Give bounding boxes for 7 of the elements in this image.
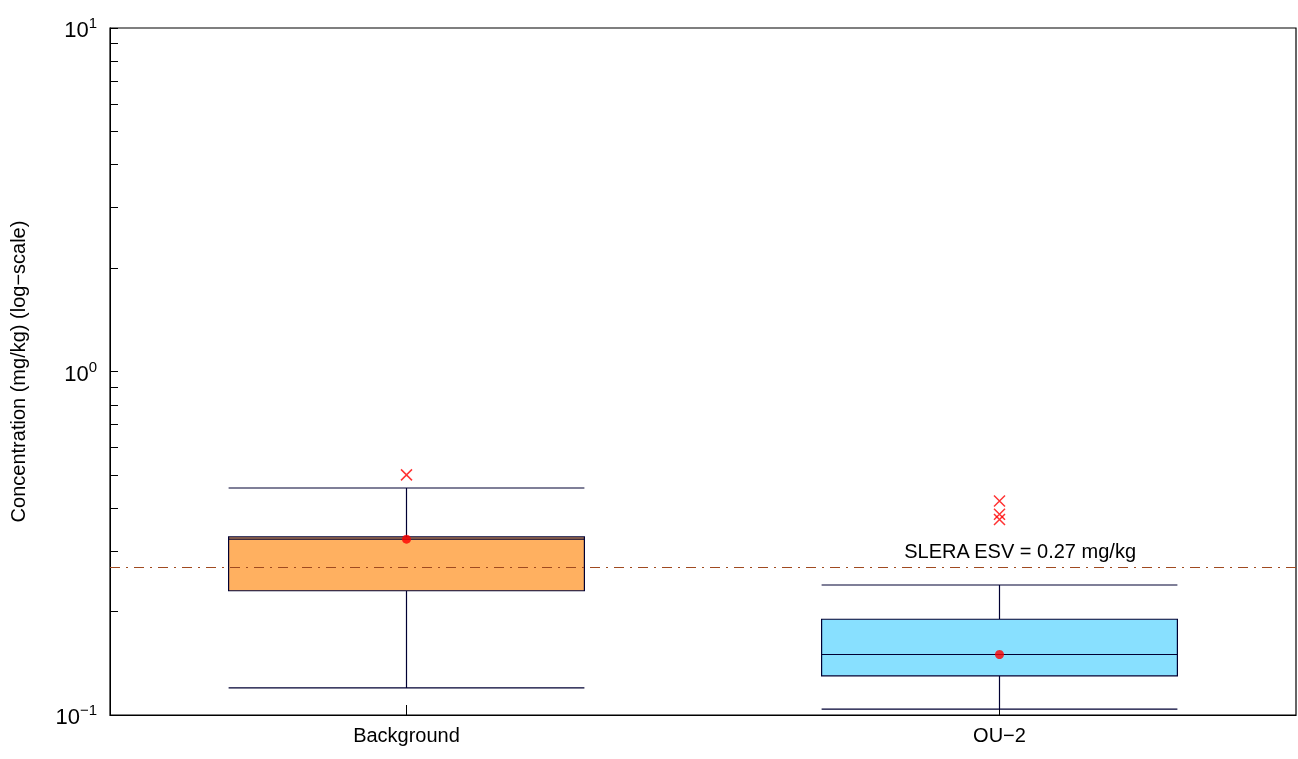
y-tick-label: 10$^{1}$ — [64, 14, 97, 42]
ref-line-label: SLERA ESV = 0.27 mg/kg — [904, 539, 1136, 562]
y-tick-label: 10$^{−1}$ — [55, 701, 97, 729]
y-axis-title: Concentration (mg/kg) (log−scale) — [7, 220, 29, 523]
x-tick-label: Background — [353, 724, 460, 746]
x-tick-label: OU−2 — [973, 724, 1026, 746]
y-tick-label: 10$^{0}$ — [64, 357, 97, 386]
